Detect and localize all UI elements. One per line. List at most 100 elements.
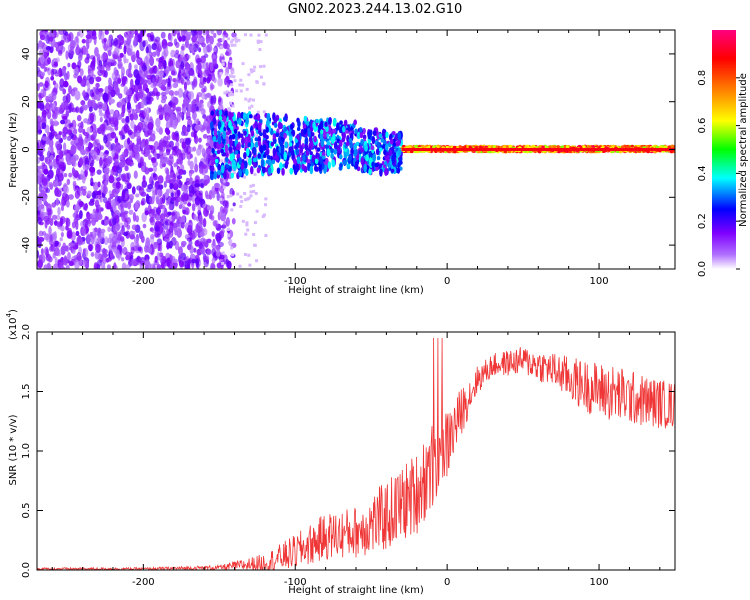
noise-speckle [41, 177, 48, 187]
noise-speckle [200, 183, 204, 188]
noise-speckle [231, 218, 236, 225]
noise-speckle [85, 163, 89, 171]
noise-speckle [145, 95, 151, 105]
noise-speckle [236, 192, 240, 196]
noise-speckle [256, 110, 260, 114]
signal-cell [372, 129, 377, 137]
noise-speckle [140, 142, 144, 149]
noise-speckle [225, 90, 229, 94]
noise-speckle [221, 261, 225, 265]
noise-speckle [56, 252, 62, 257]
signal-cell [301, 163, 305, 170]
noise-speckle [67, 33, 72, 42]
signal-cell [220, 148, 224, 154]
noise-speckle [145, 138, 149, 147]
noise-speckle [165, 140, 170, 149]
noise-speckle [178, 259, 185, 268]
signal-cell [339, 163, 343, 168]
noise-speckle [49, 218, 54, 226]
noise-speckle [202, 44, 208, 55]
signal-cell [342, 132, 347, 140]
signal-cell [508, 144, 513, 148]
noise-speckle [171, 30, 177, 37]
noise-speckle [115, 223, 121, 231]
signal-cell [313, 125, 318, 133]
signal-cell [386, 154, 390, 164]
signal-cell [391, 131, 396, 136]
signal-cell [345, 129, 349, 134]
noise-speckle [211, 241, 217, 249]
spectrogram-y-tick-label-1: -20 [21, 189, 32, 205]
noise-speckle [124, 251, 131, 257]
noise-speckle [174, 230, 178, 236]
signal-cell [458, 145, 462, 149]
signal-cell [224, 144, 229, 153]
signal-cell [256, 167, 261, 174]
noise-speckle [215, 249, 221, 257]
noise-speckle [150, 83, 156, 89]
signal-cell [349, 140, 353, 149]
noise-speckle [134, 202, 139, 211]
noise-speckle [229, 194, 233, 198]
signal-cell [392, 166, 397, 175]
noise-speckle [38, 40, 43, 48]
noise-speckle [170, 165, 174, 173]
noise-speckle [86, 233, 91, 241]
noise-speckle [115, 181, 121, 189]
noise-speckle [157, 206, 161, 216]
signal-cell [303, 128, 307, 135]
noise-speckle [78, 157, 84, 167]
noise-speckle [194, 196, 201, 206]
noise-speckle [95, 87, 100, 96]
noise-speckle [172, 119, 178, 130]
noise-speckle [209, 82, 214, 91]
noise-speckle [130, 120, 135, 129]
noise-speckle [130, 246, 135, 255]
signal-cell [360, 148, 364, 153]
noise-speckle [66, 70, 70, 80]
noise-speckle [59, 217, 64, 227]
noise-speckle [113, 66, 118, 76]
noise-speckle [72, 169, 76, 174]
signal-cell [362, 134, 367, 140]
noise-speckle [93, 95, 97, 101]
signal-cell [368, 168, 372, 176]
signal-cell [262, 129, 267, 139]
noise-speckle [163, 107, 170, 113]
colorbar-ticks: 0.00.20.40.60.8 [697, 70, 740, 277]
noise-speckle [40, 248, 44, 255]
noise-speckle [58, 50, 63, 55]
noise-speckle [235, 89, 239, 93]
noise-speckle [170, 255, 176, 261]
noise-speckle [45, 95, 50, 103]
noise-speckle [131, 186, 136, 195]
noise-speckle [193, 30, 199, 35]
noise-speckle [252, 98, 256, 102]
noise-speckle [219, 254, 225, 260]
noise-speckle [170, 70, 176, 76]
noise-speckle [147, 121, 154, 131]
signal-cell [314, 158, 319, 164]
noise-speckle [37, 165, 40, 173]
noise-speckle [183, 81, 187, 91]
noise-speckle [72, 87, 78, 92]
noise-speckle [58, 30, 65, 35]
noise-speckle [148, 154, 152, 161]
signal-cell [407, 145, 412, 149]
noise-speckle [74, 190, 80, 199]
signal-cell [367, 130, 372, 140]
noise-speckle [223, 30, 227, 36]
noise-speckle [60, 119, 65, 125]
noise-speckle [174, 130, 179, 137]
noise-speckle [146, 106, 150, 116]
noise-speckle [227, 37, 231, 41]
noise-speckle [65, 225, 69, 231]
noise-speckle [177, 70, 183, 80]
signal-cell [283, 116, 287, 122]
noise-speckle [95, 243, 101, 253]
noise-speckle [66, 230, 73, 238]
noise-speckle [68, 103, 72, 114]
noise-speckle [62, 88, 67, 95]
noise-speckle [75, 213, 81, 219]
signal-cell [230, 112, 234, 118]
